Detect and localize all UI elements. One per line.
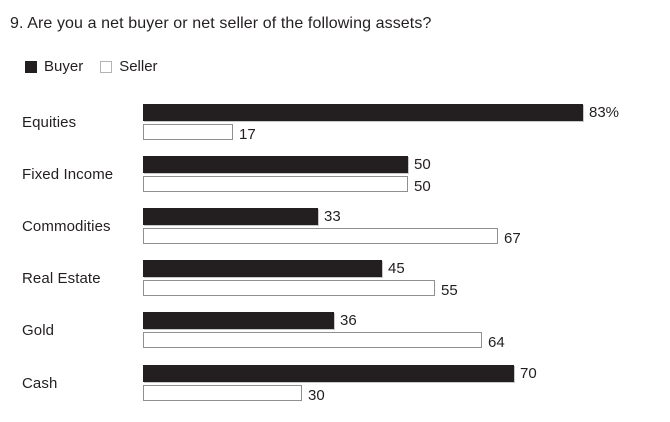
seller-bar: [143, 280, 435, 296]
chart-title: 9. Are you a net buyer or net seller of …: [10, 15, 432, 32]
seller-swatch-icon: [100, 60, 113, 73]
buyer-bar: [143, 208, 318, 225]
seller-bar: [143, 124, 233, 140]
buyer-bar: [143, 312, 334, 329]
chart-row-gold: Gold 36 64: [0, 312, 670, 351]
category-label: Gold: [22, 321, 55, 339]
legend-item-seller: Seller: [100, 58, 158, 75]
buyer-bar: [143, 260, 382, 277]
buyer-value-label: 83%: [589, 104, 620, 121]
category-label: Real Estate: [22, 269, 101, 287]
buyer-value-label: 45: [388, 260, 405, 277]
legend-label-seller: Seller: [119, 58, 158, 75]
legend-label-buyer: Buyer: [44, 58, 84, 75]
seller-value-label: 17: [239, 125, 256, 143]
seller-bar: [143, 228, 498, 244]
buyer-value-label: 70: [520, 365, 537, 382]
seller-bar: [143, 176, 408, 192]
buyer-value-label: 50: [414, 156, 431, 173]
category-label: Cash: [22, 374, 58, 392]
buyer-bar: [143, 156, 408, 173]
chart-row-cash: Cash 70 30: [0, 365, 670, 404]
seller-value-label: 30: [308, 386, 325, 404]
buyer-swatch-icon: [25, 60, 37, 73]
chart-row-equities: Equities 83% 17: [0, 104, 670, 143]
seller-value-label: 50: [414, 177, 431, 195]
seller-value-label: 64: [488, 333, 505, 351]
chart-row-commodities: Commodities 33 67: [0, 208, 670, 247]
seller-value-label: 67: [504, 229, 521, 247]
buyer-value-label: 36: [340, 312, 357, 329]
category-label: Commodities: [22, 217, 111, 235]
category-label: Fixed Income: [22, 165, 114, 183]
buyer-bar: [143, 365, 514, 382]
category-label: Equities: [22, 113, 77, 131]
seller-value-label: 55: [441, 281, 458, 299]
chart-legend: Buyer Seller: [25, 58, 158, 75]
chart-row-fixed-income: Fixed Income 50 50: [0, 156, 670, 195]
seller-bar: [143, 385, 302, 401]
buyer-bar: [143, 104, 583, 121]
chart-row-real-estate: Real Estate 45 55: [0, 260, 670, 299]
buyer-value-label: 33: [324, 208, 341, 225]
seller-bar: [143, 332, 482, 348]
legend-item-buyer: Buyer: [25, 58, 83, 75]
